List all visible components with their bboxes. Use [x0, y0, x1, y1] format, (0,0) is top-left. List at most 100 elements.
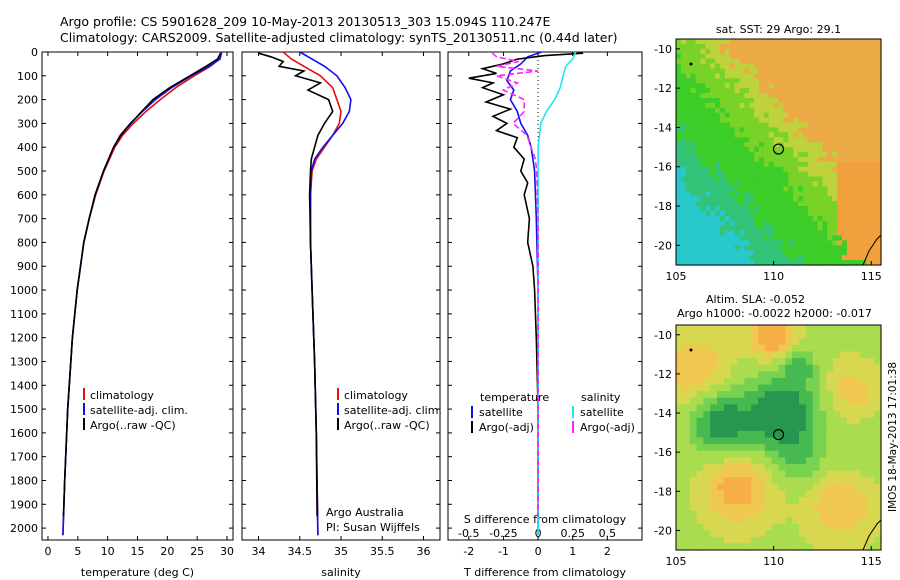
- map-cell: [758, 450, 766, 458]
- map-cell: [874, 497, 882, 505]
- map-cell: [860, 397, 868, 406]
- map-cell: [682, 424, 691, 432]
- map-cell: [833, 516, 841, 525]
- map-cell: [832, 181, 838, 187]
- map-cell: [744, 122, 750, 129]
- map-cell: [730, 530, 739, 538]
- map-cell: [734, 206, 741, 212]
- map-cell: [846, 364, 855, 372]
- map-cell: [696, 543, 704, 551]
- map-cell: [729, 206, 736, 212]
- map-cell: [822, 156, 828, 163]
- map-cell: [841, 215, 848, 222]
- map-cell: [798, 260, 804, 266]
- map-cell: [676, 127, 682, 133]
- map-cell: [676, 344, 684, 353]
- map-cell: [856, 176, 863, 183]
- map-cell: [758, 536, 766, 544]
- map-cell: [802, 176, 809, 183]
- map-cell: [827, 39, 833, 45]
- map-cell: [744, 377, 752, 386]
- map-y-tick-label: -18: [654, 485, 672, 498]
- map-cell: [700, 255, 706, 261]
- map-cell: [764, 384, 773, 392]
- map-cell: [724, 117, 731, 124]
- map-cell: [744, 516, 752, 525]
- map-cell: [749, 137, 755, 143]
- map-cell: [695, 161, 701, 168]
- map-cell: [734, 171, 741, 178]
- y-tick-label: 400: [17, 141, 38, 154]
- map-cell: [690, 112, 697, 119]
- map-cell: [703, 325, 711, 333]
- map-cell: [730, 397, 739, 406]
- map-cell: [841, 48, 848, 55]
- map-cell: [739, 68, 745, 74]
- map-cell: [851, 181, 858, 187]
- map-cell: [730, 331, 739, 339]
- map-cell: [730, 463, 739, 472]
- series-line-1: [506, 51, 542, 536]
- map-cell: [788, 132, 794, 138]
- map-cell: [867, 450, 875, 458]
- map-cell: [737, 391, 745, 399]
- map-cell: [719, 137, 726, 143]
- map-cell: [695, 112, 701, 119]
- map-cell: [866, 260, 872, 266]
- map-cell: [719, 68, 726, 74]
- map-cell: [680, 48, 687, 55]
- map-cell: [744, 220, 750, 227]
- map-cell: [744, 503, 752, 511]
- map-cell: [841, 88, 848, 94]
- map-cell: [696, 344, 704, 353]
- map-cell: [788, 48, 794, 55]
- map-cell: [758, 68, 765, 74]
- map-cell: [705, 210, 711, 217]
- map-cell: [723, 404, 732, 412]
- map-cell: [866, 206, 872, 212]
- map-cell: [788, 39, 794, 45]
- map-cell: [785, 483, 793, 492]
- map-cell: [802, 53, 809, 60]
- map-cell: [827, 88, 833, 94]
- map-cell: [719, 39, 726, 45]
- map-cell: [819, 331, 827, 339]
- map-cell: [734, 230, 741, 237]
- map-cell: [867, 470, 875, 478]
- map-cell: [846, 497, 855, 505]
- map-cell: [799, 516, 807, 525]
- map-cell: [700, 156, 706, 163]
- map-cell: [785, 391, 793, 399]
- map-cell: [758, 391, 766, 399]
- map-cell: [690, 166, 697, 173]
- map-cell: [705, 152, 711, 158]
- map-cell: [703, 510, 711, 518]
- map-cell: [768, 255, 775, 261]
- map-cell: [773, 93, 780, 99]
- map-cell: [705, 255, 711, 261]
- map-cell: [764, 530, 773, 538]
- map-cell: [856, 53, 863, 60]
- map-cell: [785, 457, 793, 465]
- map-cell: [715, 112, 721, 119]
- map-cell: [807, 68, 814, 74]
- map-cell: [866, 220, 872, 227]
- map-cell: [773, 127, 780, 133]
- map-cell: [754, 147, 760, 153]
- map-cell: [817, 186, 824, 192]
- map-cell: [807, 48, 814, 55]
- map-cell: [785, 371, 793, 379]
- map-cell: [876, 166, 882, 173]
- map-cell: [715, 186, 721, 192]
- map-cell: [799, 397, 807, 406]
- map-cell: [807, 215, 814, 222]
- map-cell: [832, 225, 838, 232]
- map-cell: [812, 152, 819, 158]
- map-cell: [793, 117, 799, 124]
- map-cell: [758, 122, 765, 129]
- map-cell: [700, 88, 706, 94]
- map-cell: [819, 351, 827, 359]
- map-cell: [763, 225, 770, 232]
- map-cell: [833, 417, 841, 425]
- map-cell: [805, 411, 814, 419]
